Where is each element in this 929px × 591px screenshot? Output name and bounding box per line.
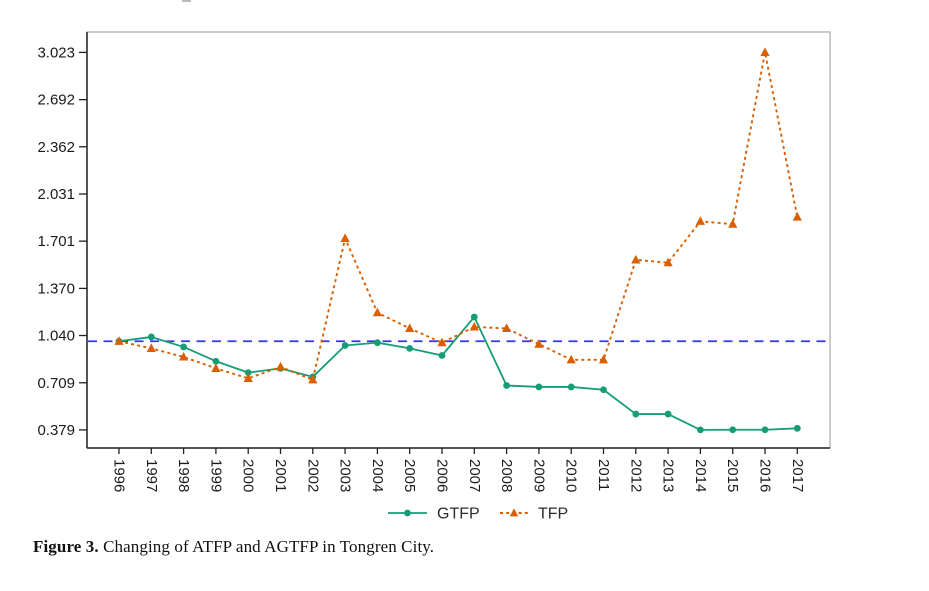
tfp-point xyxy=(114,336,124,345)
x-tick-label: 2007 xyxy=(466,459,483,492)
tfp-point xyxy=(598,354,609,364)
tfp-point xyxy=(308,374,318,384)
gtfp-point xyxy=(761,426,769,434)
x-tick-label: 2009 xyxy=(530,459,547,492)
x-tick-label: 2006 xyxy=(434,459,451,492)
gtfp-point xyxy=(503,382,510,389)
gtfp-point xyxy=(180,343,188,351)
tfp-point xyxy=(211,363,221,372)
x-tick-label: 1998 xyxy=(175,459,192,492)
x-tick-label: 2003 xyxy=(337,459,354,492)
x-tick-label: 2017 xyxy=(789,459,806,492)
gtfp-point xyxy=(697,426,704,434)
plot-panel-border xyxy=(86,31,831,449)
gtfp-point xyxy=(729,426,737,434)
x-tick-label: 2012 xyxy=(627,459,644,492)
figure-caption-label: Figure 3. xyxy=(33,537,99,556)
gtfp-point xyxy=(341,342,349,349)
y-tick-label: 1.370 xyxy=(37,280,75,297)
gtfp-point xyxy=(244,369,252,377)
tfp-point xyxy=(502,323,512,332)
x-tick-label: 2008 xyxy=(498,459,515,492)
tfp-point xyxy=(792,212,802,221)
gtfp-point xyxy=(438,352,446,359)
gtfp-point xyxy=(406,344,414,352)
gtfp-point xyxy=(632,410,640,418)
x-tick-label: 2005 xyxy=(401,459,418,492)
y-tick-label: 3.023 xyxy=(37,44,75,61)
tfp-point xyxy=(243,373,253,382)
tfp-point xyxy=(631,254,641,264)
legend-tfp-label: TFP xyxy=(538,506,568,523)
tfp-point xyxy=(469,321,479,331)
x-tick-label: 2004 xyxy=(369,459,386,492)
x-tick-label: 2016 xyxy=(757,459,774,492)
gtfp-point xyxy=(600,386,607,394)
x-tick-label: 2014 xyxy=(692,459,709,492)
y-tick-label: 1.040 xyxy=(37,328,75,345)
x-tick-label: 2002 xyxy=(304,459,321,492)
figure-caption-text: Changing of ATFP and AGTFP in Tongren Ci… xyxy=(98,537,435,556)
x-tick-label: 2011 xyxy=(595,459,612,491)
tfp-point xyxy=(340,233,350,243)
gtfp-point xyxy=(535,383,543,391)
x-tick-label: 2001 xyxy=(272,459,289,492)
tfp-point xyxy=(437,337,447,347)
legend-gtfp-key-marker xyxy=(404,509,411,517)
figure-caption: Figure 3. Changing of ATFP and AGTFP in … xyxy=(33,537,893,557)
tfp-point xyxy=(179,351,189,361)
x-tick-label: 1996 xyxy=(111,459,128,492)
y-tick-label: 0.379 xyxy=(37,422,75,439)
gtfp-line xyxy=(118,316,798,431)
y-tick-label: 2.692 xyxy=(37,92,75,109)
tfp-point xyxy=(695,216,705,225)
tfp-point xyxy=(372,307,382,317)
y-tick-label: 2.031 xyxy=(37,186,75,203)
x-tick-label: 1999 xyxy=(207,459,224,492)
tfp-point xyxy=(663,257,673,267)
tfp-point xyxy=(728,219,738,228)
tfp-point xyxy=(275,361,286,371)
tfp-line xyxy=(118,51,799,381)
x-tick-label: 2010 xyxy=(563,459,580,492)
legend: GTFP TFP xyxy=(388,506,568,523)
x-tick-label: 2013 xyxy=(660,459,677,492)
gtfp-point xyxy=(470,313,478,321)
gtfp-point xyxy=(567,383,575,391)
crop-artifact xyxy=(182,0,191,2)
line-chart: 0.379 0.709 1.040 1.370 1.701 2.031 2.362 2.692… xyxy=(37,31,831,523)
y-tick-label: 0.709 xyxy=(37,375,75,392)
gtfp-point xyxy=(664,410,672,418)
y-tick-label: 1.701 xyxy=(37,233,75,250)
tfp-point xyxy=(534,339,544,348)
x-tick-label: 2015 xyxy=(724,459,741,492)
x-tick-label: 1997 xyxy=(143,459,160,492)
gtfp-point xyxy=(147,333,155,341)
tfp-point xyxy=(405,323,415,332)
tfp-point xyxy=(760,47,770,56)
gtfp-point xyxy=(212,357,220,365)
x-tick-label: 2000 xyxy=(240,459,257,492)
tfp-point xyxy=(146,343,156,352)
legend-tfp-key-marker xyxy=(509,508,519,517)
gtfp-point xyxy=(793,424,801,432)
legend-gtfp-label: GTFP xyxy=(437,506,480,523)
tfp-point xyxy=(566,354,576,364)
y-tick-label: 2.362 xyxy=(37,139,75,156)
gtfp-point xyxy=(374,339,381,347)
